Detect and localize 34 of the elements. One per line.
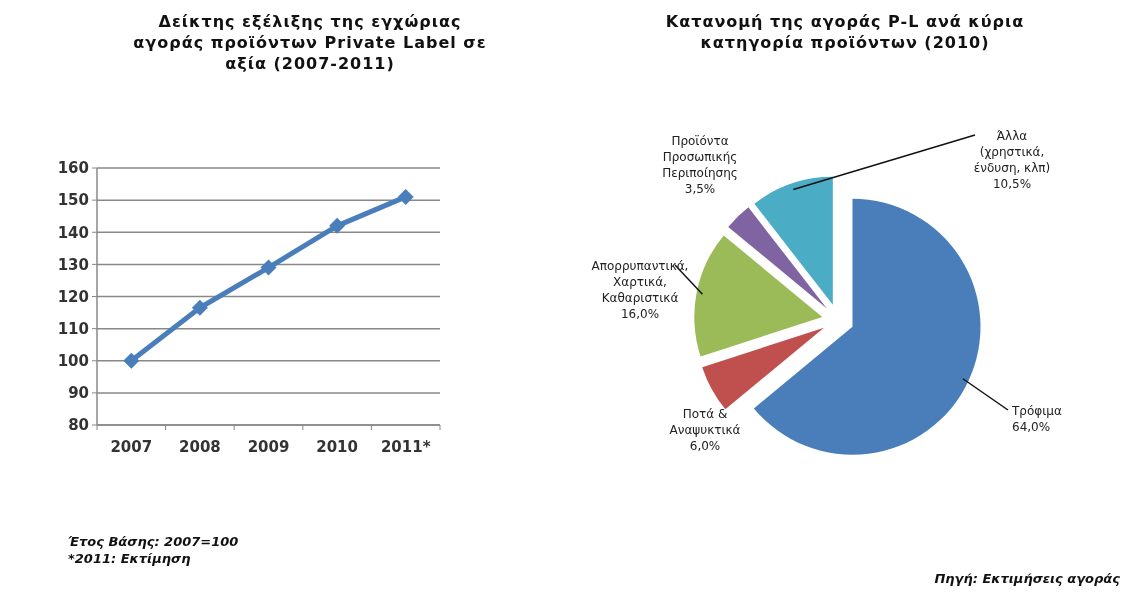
- slice-label: Απορρυπαντικά, Χαρτικά, Καθαριστικά: [591, 259, 689, 305]
- point: [123, 352, 140, 369]
- data-label: 10,5%: [992, 177, 1032, 191]
- chart-title: Κατανομή της αγοράς P-L ανά κύρια κατηγορία προϊόντων (2010): [665, 12, 1025, 52]
- x-tick-label: 2007: [110, 438, 153, 456]
- data-label: 3,5%: [684, 182, 716, 196]
- text: Έτος Βάσης: 2007=100: [68, 534, 239, 549]
- slice-label: Τρόφιμα: [1011, 404, 1062, 418]
- slice-label: Προϊόντα Προσωπικής Περιποίησης: [662, 134, 738, 180]
- point: [397, 188, 414, 205]
- y-tick-label: 110: [57, 319, 89, 338]
- y-tick-label: 130: [57, 255, 89, 274]
- text: Πηγή: Εκτιμήσεις αγοράς: [934, 571, 1121, 586]
- slice-label: Άλλα (χρηστικά, ένδυση, κλπ): [973, 129, 1051, 175]
- x-tick-label: 2011*: [380, 438, 431, 456]
- data-label: 6,0%: [689, 439, 721, 453]
- chart-title: Δείκτης εξέλιξης της εγχώριας αγοράς προϊόντων Private Label σε αξία (2007-2011): [133, 12, 487, 73]
- point: [260, 259, 277, 276]
- y-tick-label: 120: [57, 287, 89, 306]
- slice-label: Ποτά & Αναψυκτικά: [669, 407, 741, 437]
- point: [329, 217, 346, 234]
- data-label: 16,0%: [620, 307, 660, 321]
- y-tick-label: 80: [68, 416, 89, 435]
- text: *2011: Εκτίμηση: [68, 551, 191, 566]
- x-tick-label: 2009: [247, 438, 290, 456]
- y-tick-label: 150: [57, 191, 89, 210]
- x-tick-label: 2010: [316, 438, 358, 456]
- y-tick-label: 90: [68, 384, 89, 403]
- y-tick-label: 140: [57, 223, 89, 242]
- y-tick-label: 160: [57, 159, 89, 178]
- point: [191, 299, 208, 316]
- x-tick-label: 2008: [179, 438, 221, 456]
- y-tick-label: 100: [57, 352, 89, 370]
- data-label: 64,0%: [1012, 420, 1051, 434]
